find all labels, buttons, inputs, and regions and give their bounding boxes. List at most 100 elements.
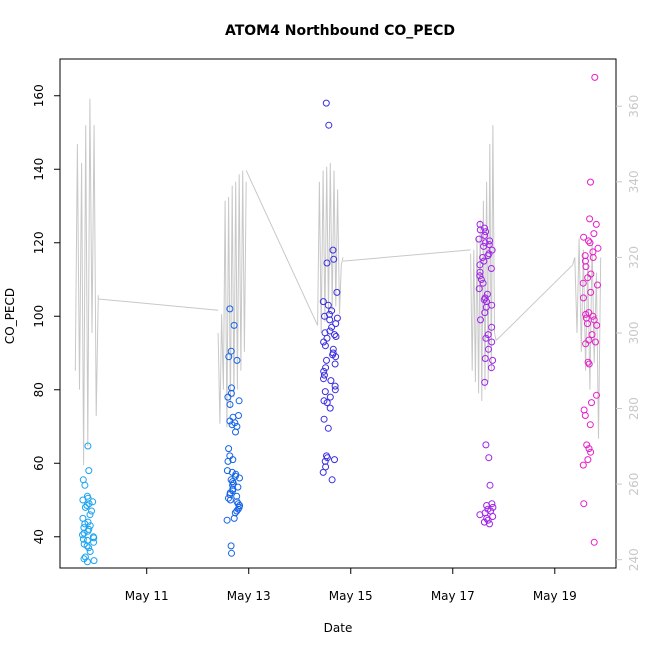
y2-tick-label: 280: [627, 397, 641, 420]
data-point: [320, 338, 328, 346]
data-point: [587, 448, 595, 456]
data-point: [83, 502, 91, 509]
plot-frame: [59, 58, 617, 569]
data-point: [233, 356, 241, 364]
data-point: [323, 454, 331, 462]
data-point: [587, 178, 594, 186]
data-point: [582, 310, 590, 318]
data-point: [236, 474, 243, 482]
data-point: [332, 353, 340, 361]
data-point: [223, 467, 231, 475]
data-point: [480, 242, 488, 250]
data-point: [581, 412, 589, 419]
data-point: [85, 500, 93, 508]
data-point: [483, 290, 491, 298]
data-point: [476, 268, 484, 276]
data-point: [319, 298, 327, 306]
line-connector: [343, 249, 471, 262]
data-point: [589, 254, 597, 261]
data-point: [487, 364, 495, 372]
data-point: [590, 316, 598, 324]
data-point: [328, 476, 336, 484]
data-point: [79, 496, 87, 504]
line-connector: [98, 298, 219, 311]
data-point: [229, 456, 237, 464]
data-point: [594, 244, 602, 252]
data-point: [481, 309, 489, 317]
data-point: [480, 257, 488, 265]
data-point: [224, 393, 232, 401]
data-point: [86, 548, 94, 555]
data-point: [583, 441, 591, 449]
data-point: [484, 516, 492, 524]
data-point: [326, 316, 334, 324]
y-tick-label: 120: [32, 231, 46, 254]
data-point: [83, 542, 91, 550]
data-point: [482, 228, 490, 236]
data-point: [320, 375, 327, 383]
y2-tick-label: 240: [627, 548, 641, 571]
data-point: [588, 331, 596, 339]
data-point: [319, 468, 327, 476]
y-tick-label: 140: [32, 158, 46, 181]
data-point: [587, 288, 595, 296]
data-point: [81, 481, 89, 489]
data-point: [585, 237, 592, 245]
data-point: [488, 338, 496, 346]
data-point: [225, 494, 232, 502]
data-point: [320, 367, 328, 375]
data-point: [321, 388, 329, 396]
data-point: [489, 356, 497, 364]
data-point: [79, 535, 87, 543]
x-tick-label: May 11: [125, 589, 169, 603]
data-point: [586, 215, 594, 223]
x-tick-label: May 19: [533, 589, 577, 603]
y-tick-label: 160: [32, 84, 46, 107]
data-point: [579, 294, 587, 302]
data-point: [331, 331, 338, 339]
data-point: [233, 507, 241, 515]
data-point: [481, 239, 489, 247]
data-point: [320, 371, 328, 379]
data-point: [475, 285, 483, 293]
y-tick-label: 80: [32, 382, 46, 397]
y-tick-label: 60: [32, 456, 46, 471]
data-point: [487, 265, 495, 272]
data-point: [477, 316, 484, 324]
data-point: [327, 377, 335, 385]
data-point: [225, 445, 233, 453]
data-point: [580, 500, 588, 508]
data-point: [332, 333, 340, 340]
x-tick-label: May 17: [431, 589, 475, 603]
data-point: [482, 441, 490, 449]
data-point: [484, 331, 492, 339]
data-point: [331, 456, 338, 464]
data-point: [323, 334, 331, 342]
y-axis-left: 40 60 80 100 120 140 160: [32, 84, 60, 544]
data-point: [90, 534, 98, 542]
data-point: [475, 235, 483, 243]
data-point: [326, 393, 334, 401]
data-point: [584, 274, 592, 282]
data-point: [226, 305, 234, 313]
data-point: [483, 502, 491, 509]
data-point: [230, 321, 238, 329]
data-point: [331, 360, 339, 368]
y2-tick-label: 300: [627, 322, 641, 345]
data-point: [586, 239, 594, 247]
data-point: [79, 531, 86, 539]
data-point: [85, 544, 93, 552]
data-point: [592, 338, 599, 346]
data-point: [324, 301, 332, 309]
data-point: [320, 415, 328, 423]
data-point: [481, 231, 489, 239]
data-point: [226, 401, 234, 408]
data-point: [230, 514, 238, 522]
line-segment: [470, 125, 497, 402]
data-point: [329, 246, 337, 254]
data-point: [322, 364, 330, 372]
data-point: [485, 454, 493, 462]
data-point: [590, 230, 598, 238]
data-point: [225, 353, 233, 361]
